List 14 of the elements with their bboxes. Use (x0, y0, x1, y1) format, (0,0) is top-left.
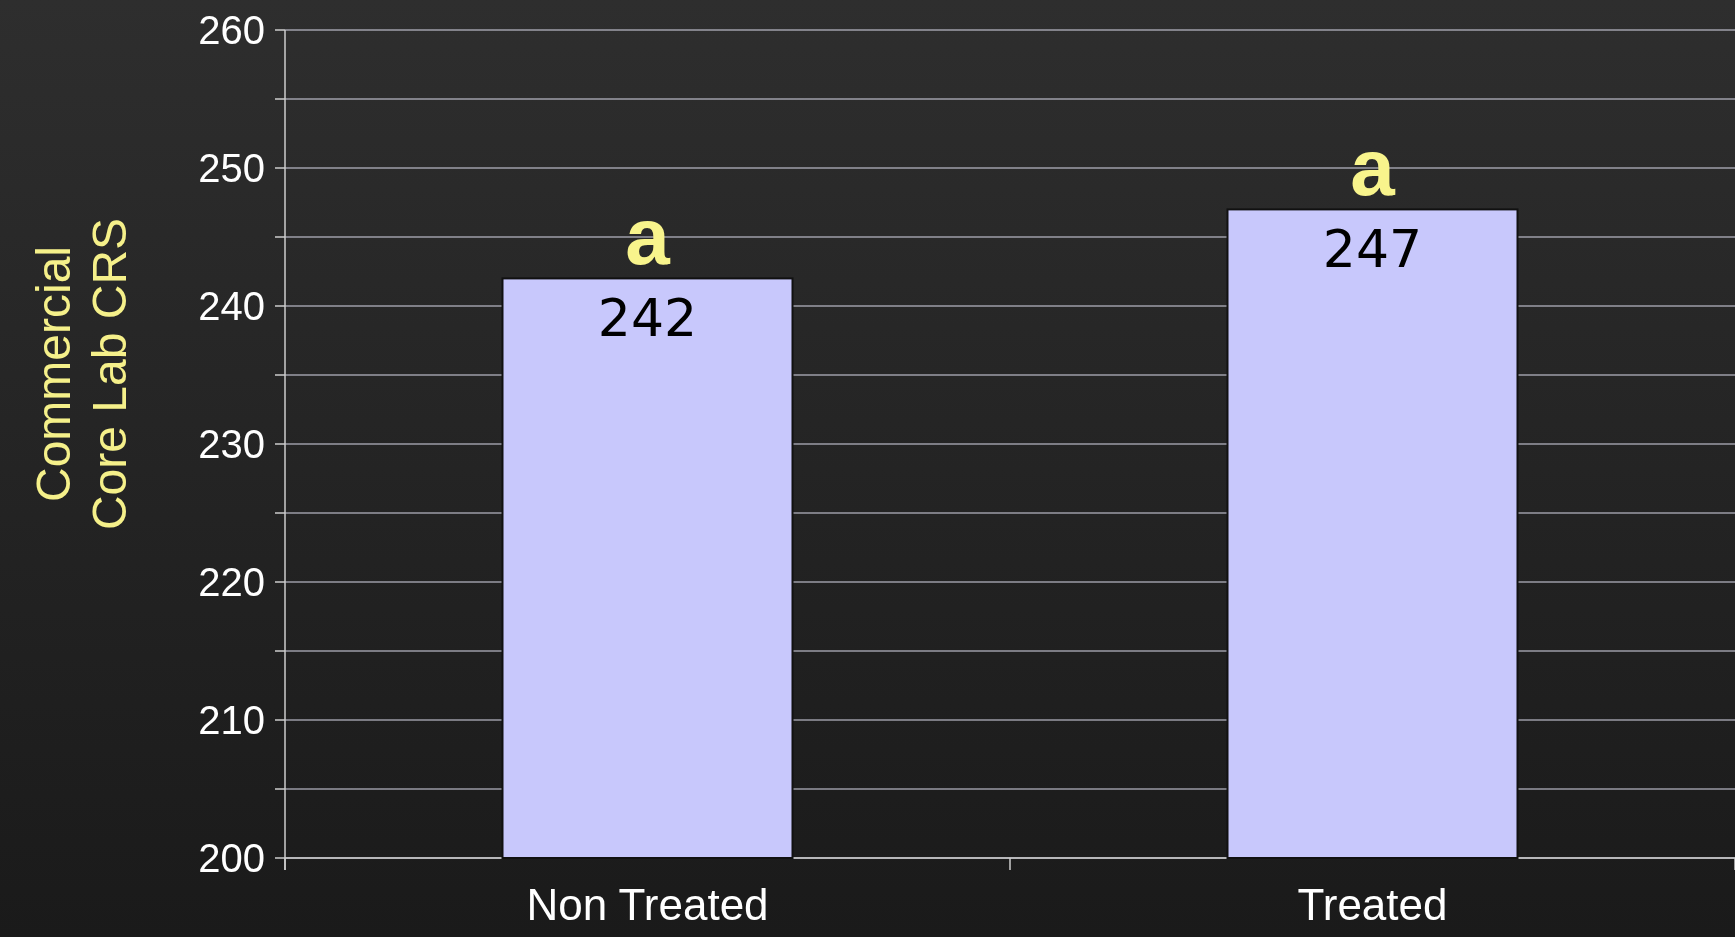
y-axis-title: Commercial Core Lab CRS (27, 217, 136, 531)
y-tick-label: 200 (198, 836, 265, 880)
y-tick-label: 240 (198, 284, 265, 328)
x-tick-label: Non Treated (526, 880, 769, 929)
annotation: a (625, 192, 671, 282)
data-label: 247 (1322, 219, 1423, 280)
y-tick-label: 250 (198, 146, 265, 190)
data-label: 242 (597, 288, 698, 349)
y-tick-label: 230 (198, 422, 265, 466)
y-tick-label: 220 (198, 560, 265, 604)
y-tick-label: 260 (198, 8, 265, 52)
x-tick-label: Treated (1297, 880, 1448, 929)
annotation: a (1350, 123, 1396, 213)
y-tick-label: 210 (198, 698, 265, 742)
